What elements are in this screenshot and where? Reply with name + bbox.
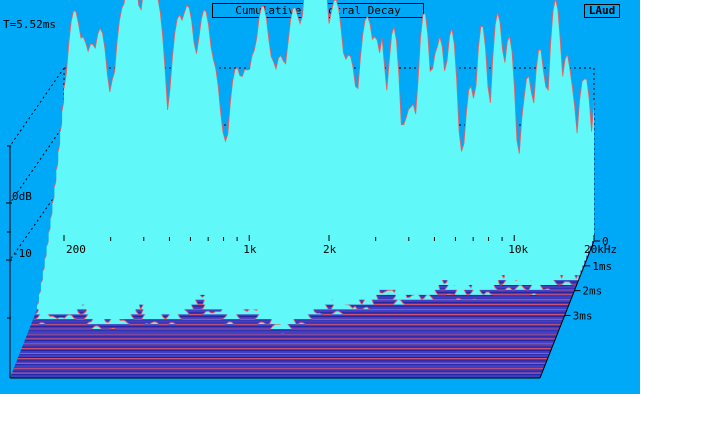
laud-logo: LAud (584, 4, 620, 18)
plot-window: Cumulative Spectral Decay LAud T=5.52ms … (0, 0, 640, 394)
decay-slice-fill (64, 0, 594, 241)
y-axis: 0dB -10 (6, 145, 32, 378)
side-gridline (9, 124, 65, 204)
x-tick-label: 200 (66, 243, 86, 256)
z-tick-label: 2ms (582, 285, 602, 298)
side-gridline (9, 67, 65, 147)
z-tick-label: 3ms (573, 309, 593, 322)
x-axis: 200 1k 2k 10k 20kHz (10, 235, 617, 379)
x-tick-label: 2k (323, 243, 337, 256)
z-tick-label: 0 (602, 235, 609, 248)
decay-slice-trace (63, 0, 595, 154)
y-tick-label: -10 (12, 247, 32, 260)
right-depth-edge (539, 240, 595, 379)
decay-slice-trace (29, 321, 560, 330)
x-tick-label: 1k (243, 243, 257, 256)
decay-slice-trace (31, 309, 562, 325)
decay-slices (10, 0, 595, 379)
z-axis: 0 1ms 2ms 3ms (539, 235, 612, 379)
y-tick-label: 0dB (12, 190, 32, 203)
time-readout: T=5.52ms (3, 18, 56, 31)
z-tick-label: 1ms (592, 260, 612, 273)
x-tick-label: 10k (508, 243, 528, 256)
